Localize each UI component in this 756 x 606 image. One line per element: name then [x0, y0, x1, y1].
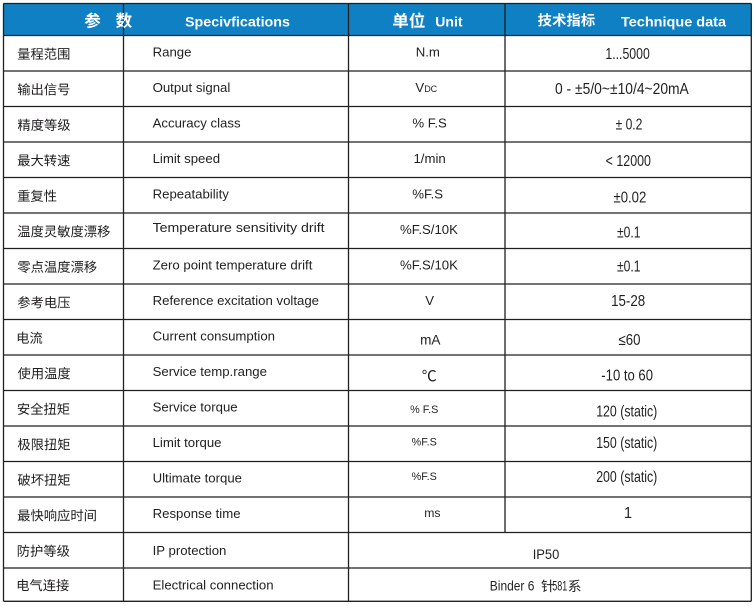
svg-text:% F.S: % F.S: [410, 404, 438, 416]
svg-text:Unit: Unit: [435, 14, 463, 30]
svg-text:Electrical connection: Electrical connection: [153, 577, 274, 592]
svg-text:1...5000: 1...5000: [605, 46, 650, 63]
svg-text:±0.1: ±0.1: [617, 258, 641, 275]
svg-text:< 12000: < 12000: [606, 153, 652, 170]
svg-text:Current consumption: Current consumption: [153, 328, 275, 343]
svg-text:581: 581: [552, 578, 567, 594]
svg-text:ms: ms: [424, 506, 440, 520]
svg-text:-10 to 60: -10 to 60: [601, 367, 653, 384]
svg-text:%F.S/10K: %F.S/10K: [400, 222, 458, 237]
svg-text:Limit torque: Limit torque: [153, 435, 222, 450]
svg-text:Specivfications: Specivfications: [185, 14, 290, 30]
svg-text:1: 1: [624, 505, 632, 522]
svg-text:%F.S/10K: %F.S/10K: [400, 258, 458, 273]
svg-text:N.m: N.m: [416, 45, 440, 60]
svg-text:Accuracy class: Accuracy class: [153, 115, 241, 130]
svg-text:1/min: 1/min: [413, 151, 445, 166]
svg-text:0 - ±5/0~±10/4~20mA: 0 - ±5/0~±10/4~20mA: [555, 81, 689, 98]
svg-text:Response time: Response time: [153, 506, 241, 521]
svg-text:Range: Range: [153, 44, 192, 59]
svg-text:Temperature sensitivity drift: Temperature sensitivity drift: [153, 220, 325, 235]
svg-text:V: V: [425, 293, 434, 308]
svg-text:mA: mA: [420, 333, 441, 348]
svg-text:150 (static): 150 (static): [596, 435, 657, 452]
svg-text:Output signal: Output signal: [153, 80, 231, 95]
svg-text:Zero point temperature drift: Zero point temperature drift: [153, 257, 313, 272]
svg-text:120 (static): 120 (static): [596, 404, 657, 421]
svg-text:15-28: 15-28: [611, 293, 645, 310]
svg-text:IP protection: IP protection: [153, 543, 227, 558]
svg-text:Binder 6: Binder 6: [490, 578, 535, 594]
svg-text:VDC: VDC: [415, 80, 437, 95]
svg-text:Service torque: Service torque: [153, 399, 238, 414]
svg-text:Service temp.range: Service temp.range: [153, 364, 267, 379]
svg-text:± 0.2: ± 0.2: [616, 117, 643, 134]
svg-text:200 (static): 200 (static): [596, 469, 657, 486]
svg-text:Repeatability: Repeatability: [153, 186, 230, 201]
svg-text:≤60: ≤60: [619, 332, 641, 349]
svg-text:Technique data: Technique data: [621, 14, 726, 30]
svg-text:Reference excitation voltage: Reference excitation voltage: [153, 293, 319, 308]
svg-text:%F.S: %F.S: [412, 471, 437, 483]
svg-text:%F.S: %F.S: [412, 437, 437, 449]
svg-text:±0.02: ±0.02: [614, 189, 647, 206]
svg-text:±0.1: ±0.1: [617, 224, 641, 241]
svg-text:Limit speed: Limit speed: [153, 151, 220, 166]
svg-text:% F.S: % F.S: [412, 116, 447, 131]
svg-text:IP50: IP50: [533, 546, 560, 562]
svg-text:%F.S: %F.S: [412, 187, 443, 202]
svg-text:Ultimate torque: Ultimate torque: [153, 470, 242, 485]
